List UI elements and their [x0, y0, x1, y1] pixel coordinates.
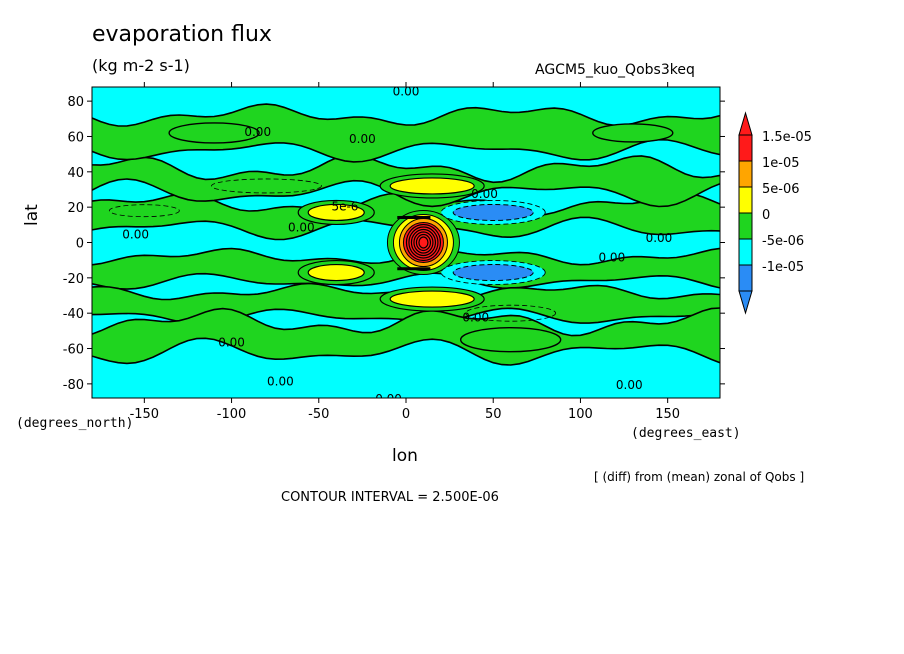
- high-center: [389, 177, 475, 195]
- colorbar-label: 1e-05: [762, 156, 800, 171]
- positive-band: [92, 103, 720, 163]
- contour-label: 0.00: [375, 392, 402, 406]
- contour-interval: CONTOUR INTERVAL = 2.500E-06: [281, 490, 499, 505]
- chart-units: (kg m-2 s-1): [92, 56, 190, 75]
- contour-label: 0.00: [288, 221, 315, 235]
- x-axis-label: lon: [392, 446, 418, 466]
- y-unit-label: (degrees_north): [16, 416, 134, 431]
- high-center: [389, 290, 475, 308]
- y-tick-label: -80: [63, 378, 84, 393]
- colorbar-label: 1.5e-05: [762, 130, 812, 145]
- model-label: AGCM5_kuo_Qobs3keq: [535, 62, 695, 78]
- core-contour: [418, 236, 429, 249]
- y-tick-label: 20: [67, 201, 84, 216]
- core-edge: [397, 267, 431, 271]
- y-tick-label: 80: [67, 95, 84, 110]
- contour-label: 0.00: [267, 374, 294, 388]
- core-contour: [408, 226, 439, 259]
- x-tick-label: -50: [308, 407, 329, 422]
- contour-label: 0.00: [122, 228, 149, 242]
- core-contour: [415, 233, 432, 252]
- contour-label: 5e-6: [331, 199, 358, 213]
- high-center: [307, 203, 365, 222]
- core-edge: [397, 215, 431, 219]
- colorbar-segment: [738, 212, 753, 240]
- y-tick-label: 0: [76, 237, 84, 252]
- contour-label: 0.00: [471, 187, 498, 201]
- contour-label: 0.00: [462, 311, 489, 325]
- colorbar-label: -1e-05: [762, 260, 804, 275]
- neg-contour: [465, 304, 557, 322]
- core-contour: [413, 231, 434, 254]
- low-center: [452, 264, 534, 282]
- low-center: [452, 203, 534, 221]
- colorbar-label: 5e-06: [762, 182, 800, 197]
- colorbar-segment: [738, 186, 753, 214]
- contour-label: 0.00: [218, 335, 245, 349]
- x-tick-label: 0: [402, 407, 410, 422]
- y-tick-label: -40: [63, 307, 84, 322]
- y-tick-label: 60: [67, 130, 84, 145]
- y-tick-label: 40: [67, 166, 84, 181]
- positive-blob: [168, 122, 260, 144]
- y-tick-label: -20: [63, 272, 84, 287]
- neg-contour: [108, 204, 180, 218]
- colorbar-segment: [738, 134, 753, 162]
- colorbar-segment: [738, 264, 753, 292]
- x-tick-label: 150: [655, 407, 680, 422]
- colorbar-segment: [738, 160, 753, 188]
- positive-blob: [592, 123, 674, 143]
- colorbar-arrow-top: [738, 111, 753, 136]
- contour-label: 0.00: [646, 231, 673, 245]
- colorbar-label: 0: [762, 208, 770, 223]
- contour-label: 0.00: [598, 251, 625, 265]
- core-ring: [402, 222, 444, 263]
- contour-label: 0.00: [244, 125, 271, 139]
- neg-contour: [211, 178, 322, 194]
- footnote: [ (diff) from (mean) zonal of Qobs ]: [594, 470, 805, 484]
- colorbar-arrow-bottom: [738, 290, 753, 315]
- contour-label: 0.00: [393, 85, 420, 99]
- x-tick-label: 50: [485, 407, 502, 422]
- core-contour: [410, 228, 437, 257]
- x-tick-label: -100: [217, 407, 247, 422]
- x-tick-label: 100: [568, 407, 593, 422]
- y-tick-label: -60: [63, 343, 84, 358]
- plot-area: 0.00 0.00 0.00 5e-6 0.00 0.00 0.00 0.00 0.00 0.00…: [92, 85, 720, 406]
- chart-title: evaporation flux: [92, 22, 272, 47]
- colorbar-label: -5e-06: [762, 234, 804, 249]
- positive-blob: [459, 326, 562, 353]
- x-tick-label: -150: [130, 407, 160, 422]
- colorbar-segment: [738, 238, 753, 266]
- contour-label: 0.00: [616, 378, 643, 392]
- contour-label: 0.00: [349, 132, 376, 146]
- positive-band: [92, 307, 720, 366]
- x-unit-label: (degrees_east): [631, 426, 741, 441]
- high-center: [307, 263, 365, 282]
- core-contour: [405, 223, 442, 262]
